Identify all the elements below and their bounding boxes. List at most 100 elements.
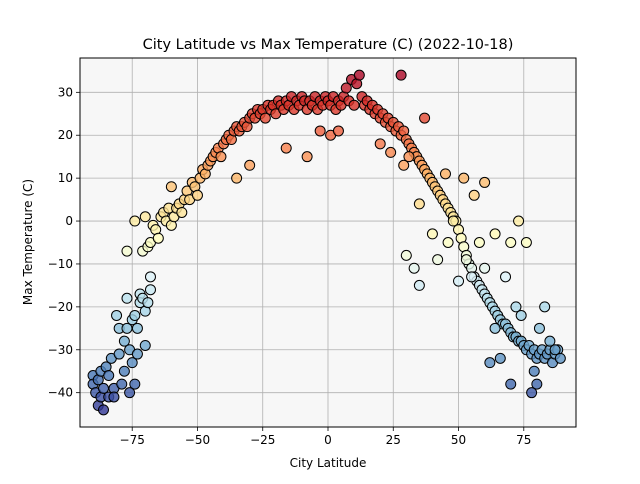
data-point xyxy=(458,172,470,184)
y-tick-label: 10 xyxy=(58,171,73,185)
data-point xyxy=(432,254,444,266)
data-point xyxy=(544,335,556,347)
data-point xyxy=(215,151,227,163)
data-point xyxy=(116,378,128,390)
data-point xyxy=(515,309,527,321)
data-point xyxy=(395,69,407,81)
data-point xyxy=(131,322,143,334)
data-point xyxy=(526,387,538,399)
y-axis-ticks: −40 −30 −20 −10 0 10 20 30 xyxy=(48,85,80,400)
data-point xyxy=(121,245,133,257)
data-point xyxy=(520,237,532,248)
y-axis-label: Max Temperature (C) xyxy=(21,179,35,305)
data-point xyxy=(129,215,141,227)
data-point xyxy=(142,297,154,309)
data-point xyxy=(165,181,177,193)
data-point xyxy=(301,151,313,163)
data-point xyxy=(131,348,143,360)
data-point xyxy=(513,215,525,227)
y-tick-label: −10 xyxy=(48,257,73,271)
data-point xyxy=(191,189,203,201)
x-tick-label: −25 xyxy=(250,433,275,447)
x-tick-label: 0 xyxy=(324,433,332,447)
data-point xyxy=(139,211,151,223)
data-point xyxy=(413,198,425,210)
data-point xyxy=(468,189,480,201)
data-point xyxy=(489,322,501,334)
y-tick-label: −40 xyxy=(48,386,73,400)
data-point xyxy=(121,292,133,304)
data-point xyxy=(549,344,561,356)
data-point xyxy=(533,322,545,334)
data-point xyxy=(466,271,478,283)
data-point xyxy=(408,262,420,274)
data-point xyxy=(473,237,485,248)
data-point xyxy=(500,271,512,283)
data-point xyxy=(439,168,451,180)
data-point xyxy=(129,378,141,390)
data-point xyxy=(97,404,109,416)
data-point xyxy=(403,151,415,163)
data-point xyxy=(400,249,412,261)
y-tick-label: 0 xyxy=(65,214,73,228)
x-tick-label: 75 xyxy=(516,433,531,447)
data-point xyxy=(460,254,472,266)
data-point xyxy=(231,172,243,184)
data-point xyxy=(494,352,506,364)
data-point xyxy=(152,232,164,244)
y-tick-label: 30 xyxy=(58,85,73,99)
data-point xyxy=(244,159,256,171)
data-point xyxy=(111,309,123,321)
data-point xyxy=(113,348,125,360)
data-point xyxy=(447,215,459,227)
data-point xyxy=(426,228,438,240)
x-tick-label: −75 xyxy=(120,433,145,447)
data-point xyxy=(118,365,130,377)
data-point xyxy=(348,99,360,111)
data-point xyxy=(118,335,130,347)
data-point xyxy=(108,391,120,403)
x-tick-label: 25 xyxy=(386,433,401,447)
data-point xyxy=(126,357,138,369)
data-point xyxy=(510,301,522,313)
data-point xyxy=(398,159,410,171)
data-point xyxy=(442,237,454,248)
x-axis-ticks: −75 −50 −25 0 25 50 75 xyxy=(120,427,531,447)
data-points xyxy=(87,69,566,416)
data-point xyxy=(479,176,491,188)
data-point xyxy=(505,237,517,248)
data-point xyxy=(144,271,156,283)
data-point xyxy=(139,339,151,351)
data-point xyxy=(332,125,344,137)
x-tick-label: −50 xyxy=(185,433,210,447)
x-tick-label: 50 xyxy=(451,433,466,447)
y-tick-label: −20 xyxy=(48,300,73,314)
data-point xyxy=(419,112,431,124)
data-point xyxy=(479,262,491,274)
data-point xyxy=(539,301,551,313)
data-point xyxy=(484,357,496,369)
data-point xyxy=(144,284,156,296)
data-point xyxy=(374,138,386,150)
data-point xyxy=(528,365,540,377)
data-point xyxy=(314,125,326,137)
data-point xyxy=(124,387,136,399)
data-point xyxy=(385,146,397,158)
data-point xyxy=(176,206,188,218)
y-tick-label: 20 xyxy=(58,128,73,142)
data-point xyxy=(353,69,365,81)
data-point xyxy=(413,279,425,291)
data-point xyxy=(280,142,292,154)
chart-title: City Latitude vs Max Temperature (C) (20… xyxy=(143,37,514,53)
data-point xyxy=(554,352,566,364)
x-axis-label: City Latitude xyxy=(290,456,367,470)
data-point xyxy=(103,370,115,382)
y-tick-label: −30 xyxy=(48,343,73,357)
data-point xyxy=(129,309,141,321)
data-point xyxy=(531,378,543,390)
data-point xyxy=(505,378,517,390)
data-point xyxy=(489,228,501,240)
data-point xyxy=(453,275,465,287)
